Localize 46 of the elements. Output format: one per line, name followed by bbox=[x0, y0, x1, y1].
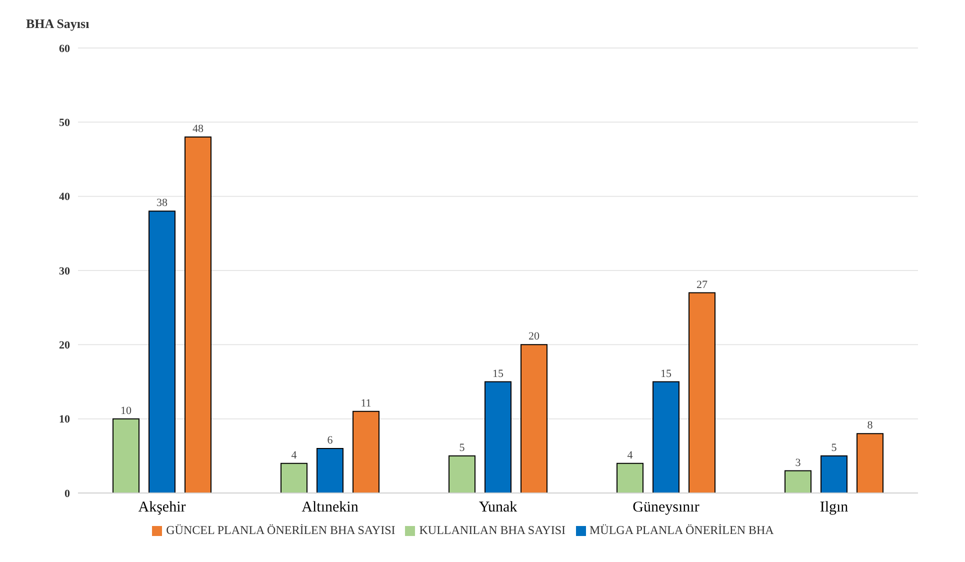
bar bbox=[616, 462, 644, 493]
data-label: 5 bbox=[831, 442, 838, 454]
legend-label: MÜLGA PLANLA ÖNERİLEN BHA bbox=[590, 523, 774, 537]
x-tick-label: Altınekin bbox=[302, 500, 359, 516]
x-tick-label: Yunak bbox=[478, 500, 518, 516]
bar bbox=[652, 381, 680, 493]
y-tick-label: 50 bbox=[59, 117, 70, 130]
y-tick-label: 10 bbox=[59, 414, 70, 426]
bar bbox=[280, 462, 308, 493]
data-label: 4 bbox=[627, 449, 634, 462]
bar bbox=[820, 455, 848, 493]
bar bbox=[316, 448, 344, 493]
bar bbox=[148, 210, 176, 493]
data-label: 38 bbox=[156, 197, 168, 210]
data-label: 11 bbox=[360, 397, 372, 410]
y-tick-label: 0 bbox=[64, 488, 70, 500]
y-tick-label: 20 bbox=[59, 340, 70, 352]
y-tick-label: 60 bbox=[59, 42, 70, 55]
y-axis-title: BHA Sayısı bbox=[26, 16, 90, 32]
x-tick-label: Güneysınır bbox=[632, 500, 700, 516]
data-label: 15 bbox=[660, 368, 672, 380]
x-tick-label: Akşehir bbox=[138, 500, 186, 516]
bar bbox=[112, 418, 140, 493]
bar bbox=[784, 470, 812, 493]
data-label: 48 bbox=[192, 123, 204, 135]
data-label: 4 bbox=[291, 449, 298, 462]
data-label: 15 bbox=[492, 368, 504, 380]
bar bbox=[352, 410, 380, 493]
data-label: 3 bbox=[795, 456, 802, 469]
bar bbox=[448, 455, 476, 493]
y-tick-label: 30 bbox=[59, 265, 70, 278]
y-tick-label: 40 bbox=[59, 191, 70, 204]
bar bbox=[688, 292, 716, 493]
bar bbox=[184, 136, 212, 493]
data-label: 20 bbox=[528, 330, 540, 343]
data-label: 27 bbox=[696, 278, 708, 291]
legend-label: KULLANILAN BHA SAYISI bbox=[419, 523, 566, 537]
bar bbox=[520, 344, 548, 493]
bar bbox=[484, 381, 512, 493]
legend-label: GÜNCEL PLANLA ÖNERİLEN BHA SAYISI bbox=[166, 523, 396, 537]
data-label: 10 bbox=[120, 404, 132, 417]
x-tick-label: Ilgın bbox=[820, 500, 849, 516]
bar bbox=[856, 433, 884, 493]
data-label: 5 bbox=[459, 442, 466, 454]
data-label: 8 bbox=[867, 420, 874, 432]
data-label: 6 bbox=[327, 434, 334, 446]
